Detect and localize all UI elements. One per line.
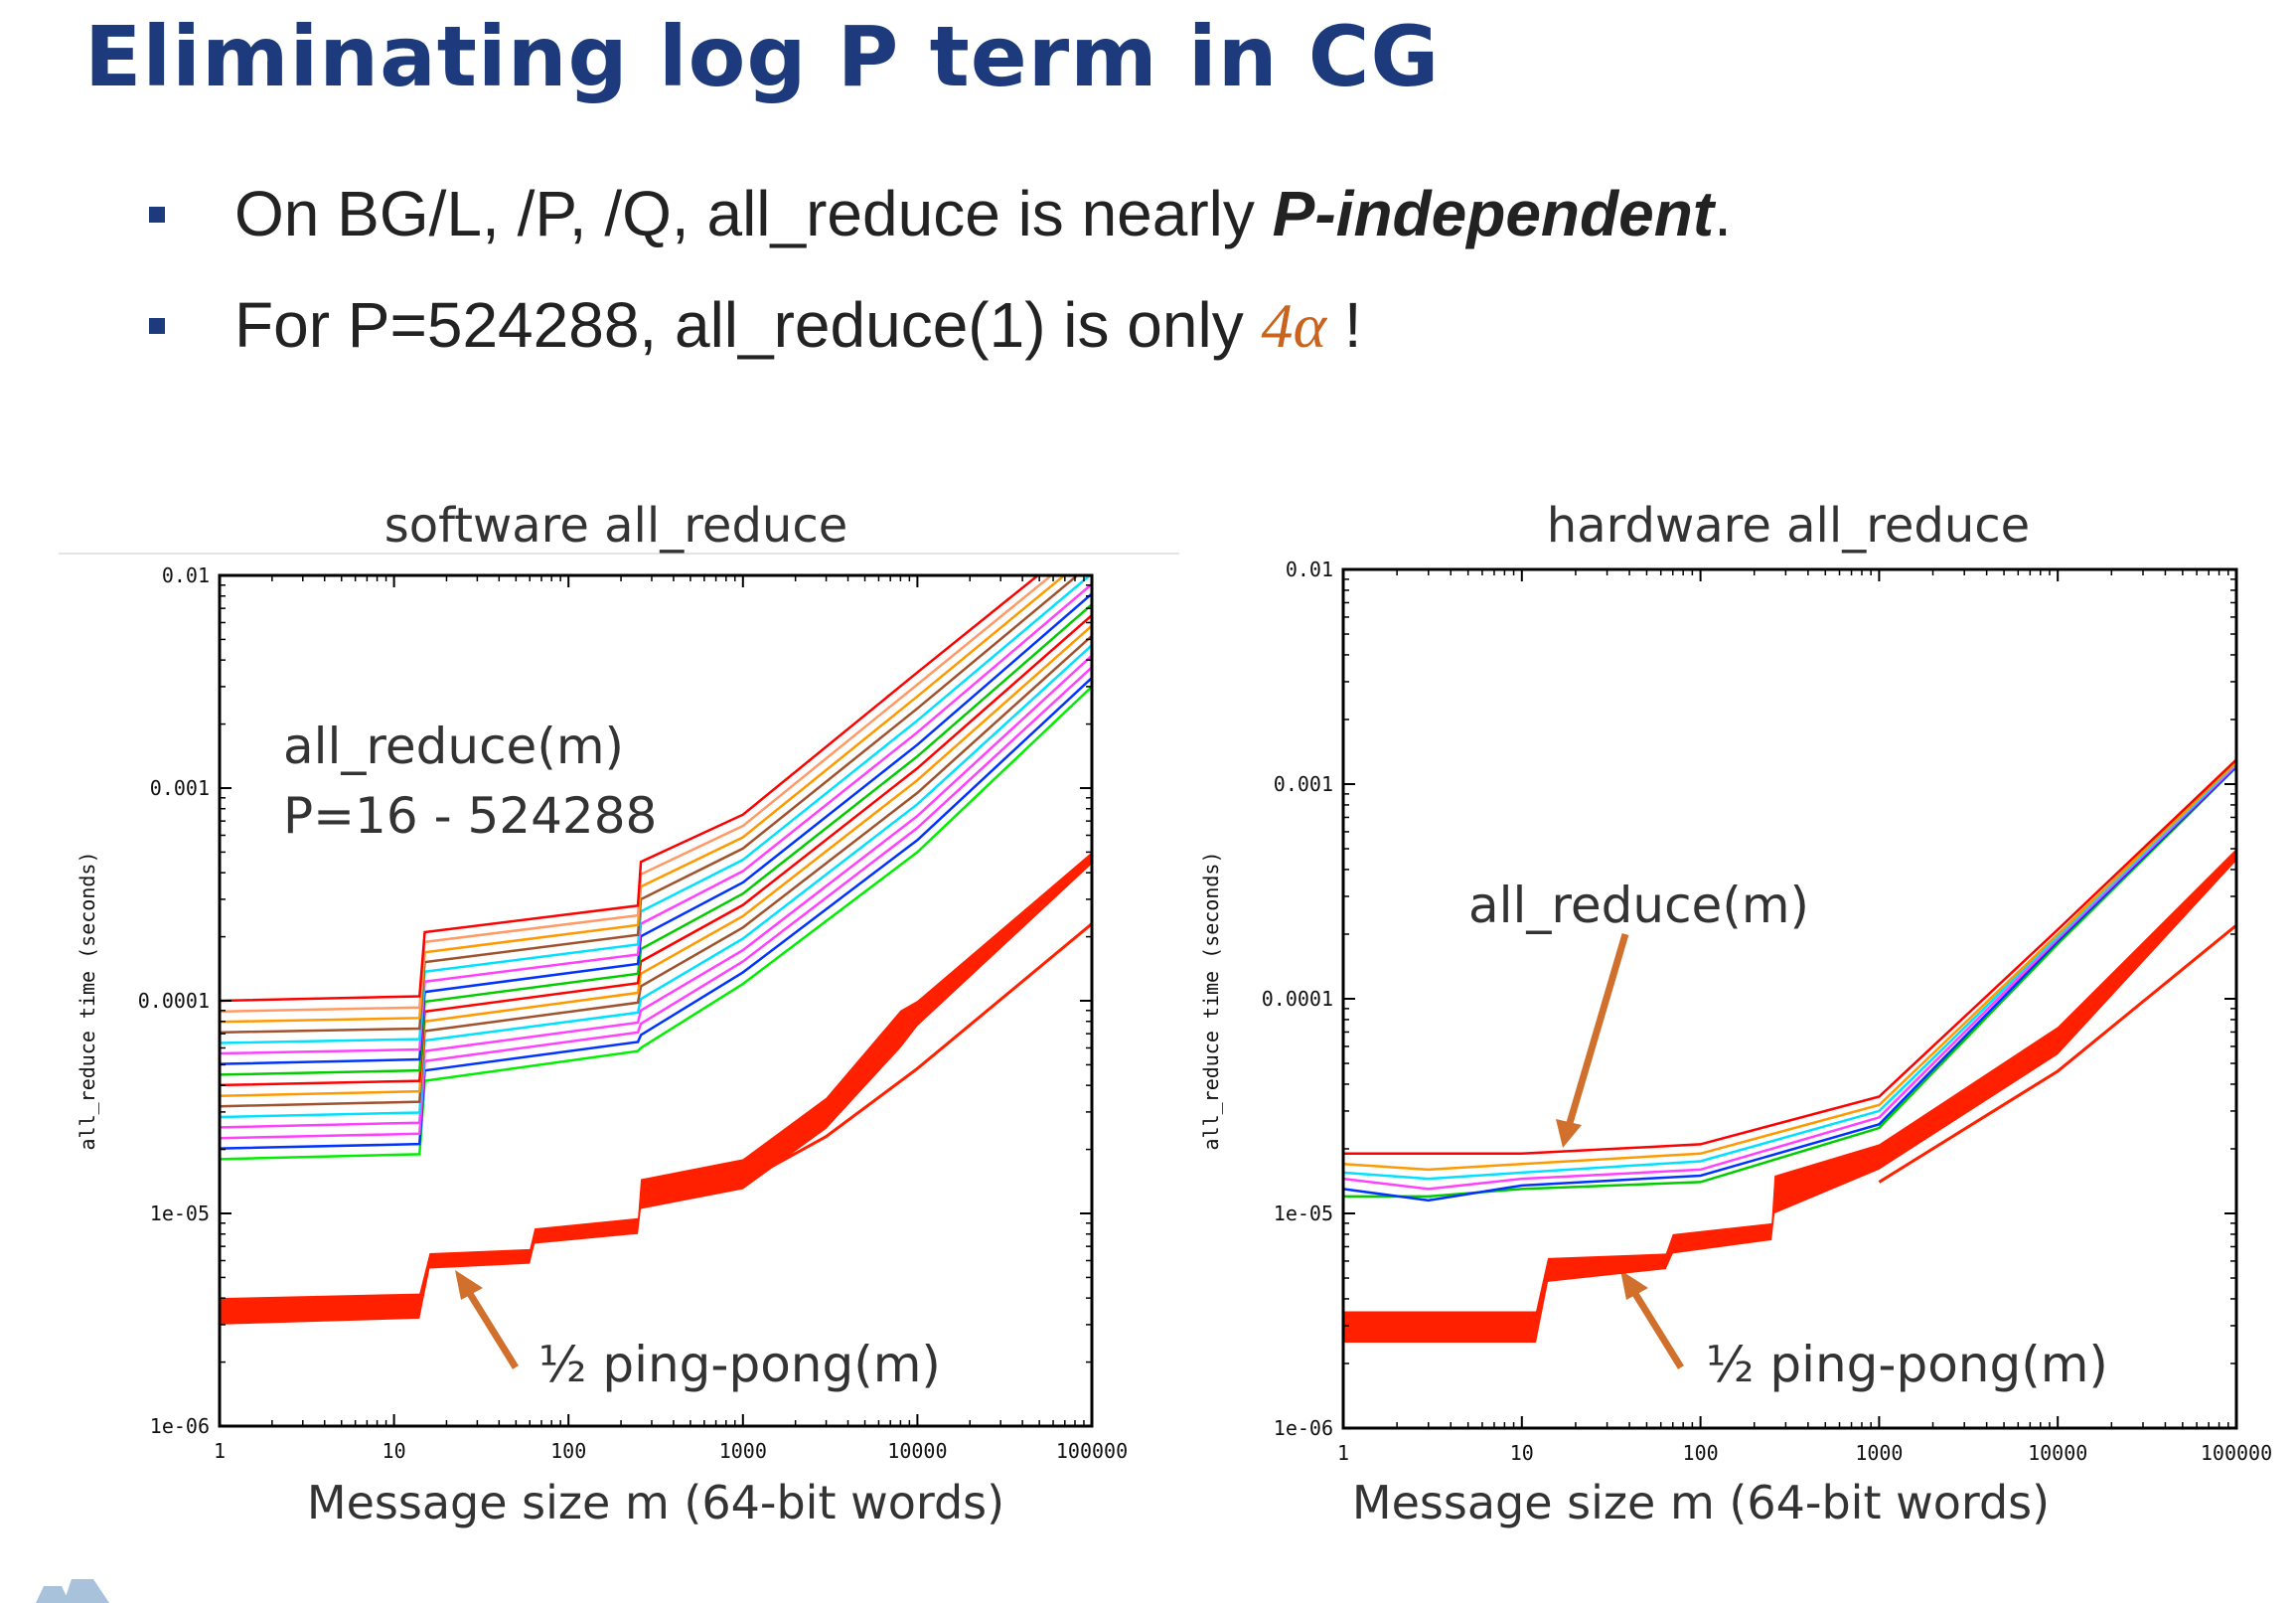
y-axis-label: all_reduce time (seconds) (76, 851, 99, 1150)
x-tick-label: 1 (1337, 1441, 1349, 1465)
logo-mountain-icon (64, 1579, 109, 1603)
x-tick-label: 1000 (1855, 1441, 1903, 1465)
logo (36, 1579, 109, 1603)
series-line (1343, 760, 2236, 1172)
y-tick-label: 0.01 (1286, 558, 1333, 581)
ping-pong-band (220, 852, 1092, 1325)
annotation-ping-pong: ½ ping-pong(m) (538, 1336, 941, 1393)
annotation-all-reduce: all_reduce(m) (1468, 877, 1809, 934)
plot-area (1343, 758, 2236, 1344)
hardware-all-reduce-chart: hardware all_reduce Message size m (64-b… (1199, 498, 2272, 1529)
ping-pong-line (742, 922, 1092, 1185)
arrow-shaft (1566, 933, 1629, 1124)
y-tick-label: 0.0001 (1262, 987, 1333, 1011)
series-line (1343, 758, 2236, 1156)
y-tick-label: 0.001 (150, 776, 210, 800)
y-axis-label: all_reduce time (seconds) (1199, 851, 1223, 1150)
x-tick-label: 100 (1683, 1441, 1719, 1465)
y-tick-label: 1e-05 (150, 1202, 210, 1225)
bullet-square-icon (149, 318, 165, 334)
chart-title: software all_reduce (384, 498, 848, 554)
arrow-shaft (464, 1287, 519, 1369)
y-tick-label: 1e-05 (1274, 1202, 1333, 1225)
ping-pong-line (1878, 923, 2236, 1184)
bullet-emphasis: P-independent (1272, 178, 1715, 249)
series-line (220, 644, 1092, 1119)
logo-mountain-icon (36, 1586, 70, 1603)
series-line (1343, 762, 2236, 1181)
x-tick-label: 10000 (2028, 1441, 2087, 1465)
software-all-reduce-chart: software all_reduce Message size m (64-b… (76, 498, 1128, 1529)
x-tick-label: 10000 (887, 1439, 947, 1463)
arrow-head-icon (1620, 1270, 1648, 1300)
bullet-text: On BG/L, /P, /Q, all_reduce is nearly (234, 178, 1273, 249)
series-line (1343, 763, 2236, 1191)
slide-title: Eliminating log P term in CG (84, 8, 1441, 105)
x-axis-label: Message size m (64-bit words) (307, 1476, 1004, 1529)
y-tick-label: 0.01 (162, 563, 210, 587)
annotation-p-range: P=16 - 524288 (283, 787, 657, 845)
chart-title: hardware all_reduce (1547, 498, 2030, 554)
annotation-ping-pong: ½ ping-pong(m) (1706, 1336, 2108, 1393)
y-tick-label: 1e-06 (1274, 1416, 1333, 1440)
y-tick-label: 0.0001 (138, 989, 210, 1013)
bullet-text: . (1714, 178, 1732, 249)
y-tick-label: 1e-06 (150, 1414, 210, 1438)
x-tick-label: 1 (214, 1439, 226, 1463)
x-tick-label: 100000 (2201, 1441, 2272, 1465)
bullet-text: ! (1326, 289, 1362, 361)
x-axis-label: Message size m (64-bit words) (1352, 1476, 2050, 1529)
annotation-all-reduce: all_reduce(m) (283, 718, 624, 775)
series-line (220, 575, 1040, 1003)
x-tick-label: 100000 (1056, 1439, 1128, 1463)
x-tick-label: 10 (383, 1439, 406, 1463)
y-tick-label: 0.001 (1274, 772, 1333, 796)
series-line (1343, 765, 2236, 1202)
x-tick-label: 10 (1510, 1441, 1534, 1465)
arrow-shaft (1629, 1287, 1684, 1369)
x-tick-label: 100 (550, 1439, 586, 1463)
bullet-text: For P=524288, all_reduce(1) is only (234, 289, 1262, 361)
plot-area (220, 575, 1092, 1325)
arrow-head-icon (455, 1270, 483, 1300)
arrow-head-icon (1556, 1119, 1582, 1148)
series-line (1343, 766, 2236, 1199)
bullet-square-icon (149, 207, 165, 223)
bullet-emphasis: 4α (1261, 290, 1327, 361)
x-tick-label: 1000 (719, 1439, 767, 1463)
